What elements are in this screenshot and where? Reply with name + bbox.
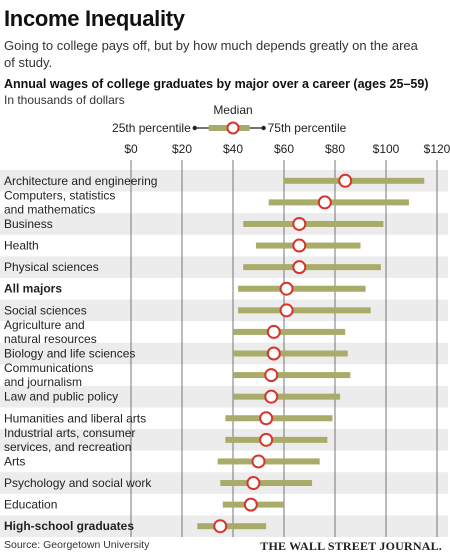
- category-label: Psychology and social work: [4, 476, 152, 490]
- category-label: Architecture and engineering: [4, 174, 157, 188]
- row-stripe: [0, 256, 448, 278]
- range-bar: [197, 523, 267, 530]
- range-bar: [233, 350, 348, 357]
- median-marker: [292, 216, 307, 231]
- median-marker: [292, 238, 307, 253]
- category-label: Health: [4, 239, 39, 253]
- category-label: Business: [4, 217, 53, 231]
- category-label: Law and public policy: [4, 390, 118, 404]
- legend-p25-label: 25th percentile: [112, 121, 191, 135]
- range-bar: [238, 285, 366, 292]
- category-label: Computers, statistics and mathematics: [4, 188, 115, 216]
- category-label: Education: [4, 498, 57, 512]
- median-marker: [264, 368, 279, 383]
- x-tick-label: $120: [424, 142, 450, 156]
- row-stripe: [0, 429, 448, 451]
- x-tick-label: $100: [373, 142, 400, 156]
- legend-median-marker: [226, 121, 240, 135]
- legend-p25-dot: [192, 125, 197, 131]
- category-label: Social sciences: [4, 303, 87, 317]
- source-note: Source: Georgetown University: [4, 539, 150, 551]
- range-bar: [238, 307, 371, 314]
- x-tick-label: $20: [172, 142, 192, 156]
- category-label: Industrial arts, consumer services, and r…: [4, 426, 135, 454]
- category-label: Agriculture and natural resources: [4, 318, 97, 346]
- median-marker: [338, 173, 353, 188]
- chart-title: Annual wages of college graduates by maj…: [4, 77, 429, 91]
- x-tick-label: $60: [274, 142, 294, 156]
- x-tick-label: $0: [124, 142, 138, 156]
- range-bar: [220, 480, 313, 487]
- row-stripe: [0, 385, 448, 408]
- row-stripe: [0, 299, 448, 322]
- median-marker: [259, 432, 274, 447]
- chart-subtitle: In thousands of dollars: [4, 93, 125, 107]
- range-bar: [268, 199, 409, 206]
- legend-p75-label: 75th percentile: [268, 121, 347, 135]
- range-bar: [225, 415, 333, 422]
- median-marker: [266, 324, 281, 339]
- median-marker: [259, 411, 274, 426]
- range-bar: [243, 220, 384, 227]
- median-marker: [246, 476, 261, 491]
- range-bar: [225, 436, 328, 443]
- category-label: Communications and journalism: [4, 361, 93, 389]
- range-bar: [255, 242, 361, 249]
- page-title: Income Inequality: [4, 6, 185, 31]
- row-stripe: [0, 342, 448, 365]
- row-stripe: [0, 213, 448, 235]
- median-marker: [266, 346, 281, 361]
- median-marker: [317, 195, 332, 210]
- legend-median-label: Median: [213, 103, 252, 117]
- range-bar: [217, 458, 320, 465]
- median-marker: [264, 389, 279, 404]
- legend-p75-dot: [261, 125, 266, 131]
- row-stripe: [0, 170, 448, 192]
- median-marker: [243, 497, 258, 512]
- x-tick-label: $80: [325, 142, 345, 156]
- range-bar: [284, 177, 425, 184]
- page-subtitle: Going to college pays off, but by how mu…: [4, 38, 418, 70]
- category-label: Arts: [4, 454, 25, 468]
- range-bar: [233, 328, 346, 335]
- category-label: Biology and life sciences: [4, 347, 135, 361]
- category-label: Humanities and liberal arts: [4, 411, 146, 425]
- median-marker: [251, 454, 266, 469]
- publisher-credit: THE WALL STREET JOURNAL.: [260, 539, 442, 553]
- category-label: All majors: [4, 282, 62, 296]
- range-bar: [233, 372, 351, 379]
- range-bar: [243, 264, 381, 271]
- x-tick-label: $40: [223, 142, 243, 156]
- median-marker: [213, 519, 228, 534]
- median-marker: [279, 303, 294, 318]
- median-marker: [292, 260, 307, 275]
- range-bar: [233, 393, 341, 400]
- category-label: Physical sciences: [4, 260, 99, 274]
- median-marker: [279, 281, 294, 296]
- category-label: High-school graduates: [4, 519, 134, 533]
